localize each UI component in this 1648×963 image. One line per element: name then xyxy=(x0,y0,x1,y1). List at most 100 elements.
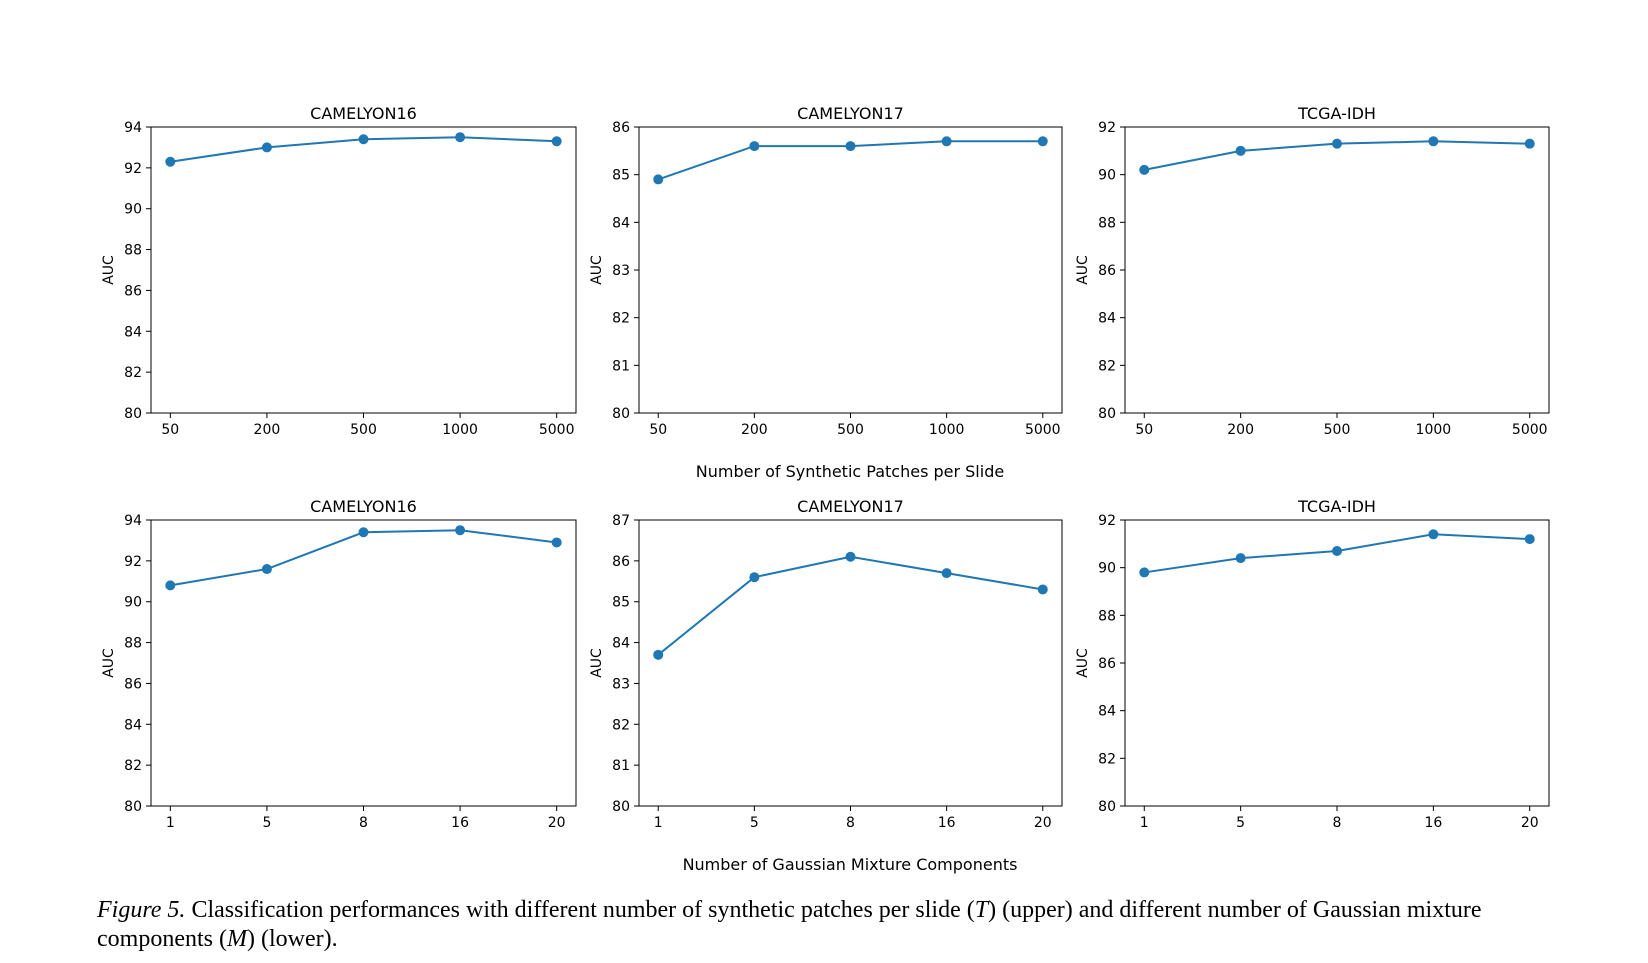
caption-math: T xyxy=(974,897,989,923)
data-point xyxy=(261,564,272,575)
x-tick-label: 1 xyxy=(166,815,175,831)
caption-label: Figure 5. xyxy=(97,897,186,923)
x-tick-label: 1 xyxy=(654,815,663,831)
caption-text: ) (lower). xyxy=(246,926,338,952)
y-axis-label: AUC xyxy=(589,648,605,678)
data-point xyxy=(1235,553,1246,564)
plot-frame xyxy=(150,126,577,414)
x-tick-label: 5 xyxy=(1236,815,1245,831)
y-tick-label: 94 xyxy=(124,120,142,136)
plot-frame xyxy=(1124,126,1550,414)
y-tick-label: 92 xyxy=(1098,513,1116,529)
x-tick-label: 20 xyxy=(1521,815,1539,831)
data-point xyxy=(358,527,369,538)
x-tick-label: 1000 xyxy=(929,422,965,438)
caption-text: ) (upper) and different number of Gaussi… xyxy=(97,897,1482,952)
data-point xyxy=(1037,584,1048,595)
y-tick-label: 90 xyxy=(124,595,142,611)
y-tick-label: 84 xyxy=(124,324,142,340)
row-x-axis-label: Number of Synthetic Patches per Slide xyxy=(696,462,1004,481)
y-tick-label: 86 xyxy=(612,554,630,570)
data-point xyxy=(551,136,562,147)
caption-math: M xyxy=(226,926,247,952)
data-point xyxy=(1235,145,1246,156)
data-point xyxy=(455,132,466,143)
y-tick-label: 81 xyxy=(612,758,630,774)
y-tick-label: 82 xyxy=(612,311,630,327)
data-point xyxy=(1524,534,1535,545)
x-tick-label: 5 xyxy=(262,815,271,831)
data-point xyxy=(551,537,562,548)
y-tick-label: 90 xyxy=(1098,168,1116,184)
y-tick-label: 92 xyxy=(124,161,142,177)
x-tick-label: 5000 xyxy=(1025,422,1061,438)
y-tick-label: 85 xyxy=(612,168,630,184)
y-axis-label: AUC xyxy=(101,648,117,678)
x-tick-label: 8 xyxy=(846,815,855,831)
data-point xyxy=(1428,136,1439,147)
data-point xyxy=(845,141,856,152)
data-point xyxy=(455,525,466,536)
data-point xyxy=(941,136,952,147)
y-tick-label: 84 xyxy=(612,636,630,652)
x-tick-label: 50 xyxy=(1135,422,1153,438)
y-tick-label: 82 xyxy=(124,758,142,774)
x-tick-label: 16 xyxy=(451,815,469,831)
y-axis-label: AUC xyxy=(101,255,117,285)
y-tick-label: 90 xyxy=(124,202,142,218)
y-tick-label: 82 xyxy=(124,365,142,381)
y-tick-label: 84 xyxy=(1098,311,1116,327)
y-tick-label: 80 xyxy=(124,406,142,422)
y-tick-label: 80 xyxy=(1098,799,1116,815)
y-tick-label: 80 xyxy=(612,799,630,815)
y-tick-label: 86 xyxy=(612,120,630,136)
data-point xyxy=(165,580,176,591)
y-tick-label: 87 xyxy=(612,513,630,529)
chart-title: TCGA-IDH xyxy=(1297,104,1376,123)
y-tick-label: 83 xyxy=(612,676,630,692)
y-tick-label: 86 xyxy=(1098,263,1116,279)
y-tick-label: 86 xyxy=(1098,656,1116,672)
x-tick-label: 500 xyxy=(837,422,864,438)
x-tick-label: 8 xyxy=(1333,815,1342,831)
y-tick-label: 82 xyxy=(612,717,630,733)
plot-frame xyxy=(1124,519,1550,807)
y-tick-label: 85 xyxy=(612,595,630,611)
y-tick-label: 82 xyxy=(1098,751,1116,767)
x-tick-label: 200 xyxy=(741,422,768,438)
data-point xyxy=(845,551,856,562)
data-point xyxy=(1332,545,1342,556)
chart-title: TCGA-IDH xyxy=(1297,497,1376,516)
y-tick-label: 80 xyxy=(1098,406,1116,422)
x-tick-label: 1000 xyxy=(442,422,478,438)
x-tick-label: 200 xyxy=(254,422,281,438)
data-point xyxy=(653,649,664,660)
caption-text: Classification performances with differe… xyxy=(185,897,975,923)
data-point xyxy=(749,141,760,152)
x-tick-label: 1000 xyxy=(1416,422,1452,438)
y-axis-label: AUC xyxy=(1075,255,1091,285)
data-point xyxy=(1139,567,1150,578)
data-line xyxy=(657,555,1043,656)
y-axis-label: AUC xyxy=(589,255,605,285)
data-point xyxy=(941,568,952,579)
data-point xyxy=(1139,164,1150,175)
y-tick-label: 84 xyxy=(612,215,630,231)
x-tick-label: 500 xyxy=(1324,422,1351,438)
data-point xyxy=(1332,138,1342,149)
data-point xyxy=(1524,138,1535,149)
x-tick-label: 500 xyxy=(350,422,377,438)
chart-title: CAMELYON16 xyxy=(310,497,417,516)
x-tick-label: 16 xyxy=(1424,815,1442,831)
x-tick-label: 200 xyxy=(1227,422,1254,438)
plot-frame xyxy=(638,519,1063,807)
y-tick-label: 88 xyxy=(1098,608,1116,624)
y-tick-label: 88 xyxy=(124,636,142,652)
plot-frame xyxy=(638,126,1063,414)
x-tick-label: 5000 xyxy=(539,422,575,438)
y-tick-label: 82 xyxy=(1098,358,1116,374)
x-tick-label: 5 xyxy=(750,815,759,831)
data-point xyxy=(1037,136,1048,147)
